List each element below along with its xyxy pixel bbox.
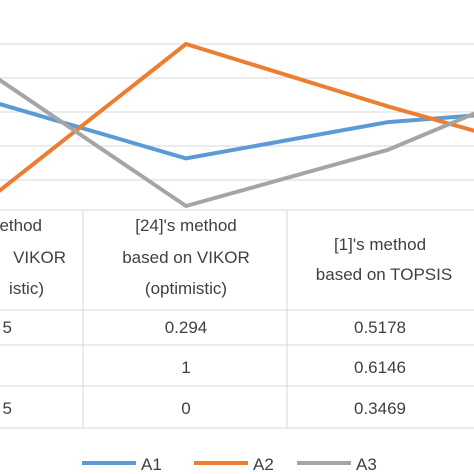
header-col3-line2: based on TOPSIS (316, 265, 452, 284)
header-col1-line1: method (0, 216, 42, 235)
series-line-a3 (0, 77, 474, 208)
header-col1-line3: istic) (9, 279, 44, 298)
header-col2-line2: based on VIKOR (122, 248, 250, 267)
header-col3-line1: [1]'s method (334, 235, 426, 254)
header-col1-line2: VIKOR (13, 248, 66, 267)
cell-a3-col3: 0.3469 (354, 399, 406, 418)
cell-a3-col1: 5 (3, 399, 12, 418)
header-col2-line3: (optimistic) (145, 279, 227, 298)
legend-label-a3: A3 (356, 455, 377, 474)
cell-a2-col3: 0.6146 (354, 358, 406, 377)
legend-label-a2: A2 (253, 455, 274, 474)
cell-a1-col2: 0.294 (165, 318, 208, 337)
cell-a1-col3: 0.5178 (354, 318, 406, 337)
legend: A1 A2 A3 (82, 455, 377, 474)
data-table: method VIKOR istic) [24]'s method based … (0, 209, 474, 429)
cell-a3-col2: 0 (181, 399, 190, 418)
cell-a2-col2: 1 (181, 358, 190, 377)
series-line-a2 (0, 42, 474, 193)
header-col2-line1: [24]'s method (135, 216, 237, 235)
cell-a1-col1: 5 (3, 318, 12, 337)
series-lines (0, 42, 474, 208)
legend-label-a1: A1 (141, 455, 162, 474)
